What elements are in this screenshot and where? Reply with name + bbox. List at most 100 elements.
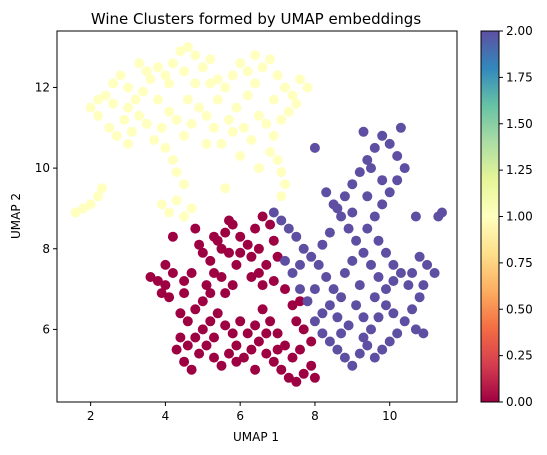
scatter-point-cluster-1 [187,119,197,129]
scatter-point-cluster-2 [366,163,376,173]
x-tick-label: 6 [236,409,244,423]
scatter-point-cluster-2 [430,268,440,278]
scatter-point-cluster-2 [321,187,331,197]
scatter-point-cluster-1 [273,70,283,80]
scatter-point-cluster-1 [291,99,301,109]
scatter-point-cluster-2 [291,232,301,242]
scatter-point-cluster-0 [288,353,298,363]
scatter-point-cluster-1 [112,131,122,141]
scatter-point-cluster-1 [164,208,174,218]
scatter-point-cluster-0 [243,328,253,338]
x-tick-label: 8 [311,409,319,423]
scatter-point-cluster-1 [153,95,163,105]
scatter-point-cluster-1 [172,195,182,205]
scatter-point-cluster-1 [119,115,129,125]
scatter-point-cluster-1 [258,62,268,72]
scatter-point-cluster-2 [344,224,354,234]
scatter-point-cluster-2 [332,312,342,322]
scatter-point-cluster-2 [351,300,361,310]
scatter-point-cluster-2 [359,333,369,343]
scatter-point-cluster-2 [362,191,372,201]
colorbar-tick-label: 0.75 [506,256,533,270]
scatter-point-cluster-1 [108,99,118,109]
scatter-point-cluster-2 [370,143,380,153]
y-tick-label: 12 [35,80,50,94]
y-axis: 6 8 10 12 [35,80,57,336]
scatter-point-cluster-1 [183,42,193,52]
scatter-point-cluster-0 [273,345,283,355]
scatter-point-cluster-1 [179,131,189,141]
scatter-point-cluster-1 [86,103,96,113]
scatter-point-cluster-0 [205,256,215,266]
scatter-point-cluster-2 [388,260,398,270]
scatter-point-cluster-2 [314,260,324,270]
scatter-point-cluster-0 [202,280,212,290]
scatter-point-cluster-2 [347,361,357,371]
scatter-point-cluster-1 [108,78,118,88]
scatter-point-cluster-2 [385,139,395,149]
scatter-point-cluster-2 [366,324,376,334]
scatter-point-cluster-2 [355,280,365,290]
scatter-point-cluster-2 [374,312,384,322]
scatter-point-cluster-2 [392,328,402,338]
scatter-point-cluster-2 [392,151,402,161]
scatter-point-cluster-0 [190,333,200,343]
scatter-point-cluster-1 [157,199,167,209]
scatter-point-cluster-0 [299,324,309,334]
scatter-point-cluster-2 [411,212,421,222]
scatter-point-cluster-2 [355,167,365,177]
scatter-point-cluster-2 [310,284,320,294]
scatter-point-cluster-2 [377,131,387,141]
scatter-point-cluster-0 [187,268,197,278]
scatter-point-cluster-0 [190,224,200,234]
scatter-point-cluster-0 [291,377,301,387]
colorbar-tick-label: 0.00 [506,395,533,409]
colorbar-tick-label: 2.00 [506,24,533,38]
scatter-point-cluster-1 [265,147,275,157]
scatter-point-cluster-0 [220,228,230,238]
scatter-point-cluster-1 [213,95,223,105]
scatter-point-cluster-1 [142,119,152,129]
colorbar-tick-label: 1.50 [506,117,533,131]
scatter-point-cluster-2 [347,256,357,266]
scatter-point-cluster-1 [190,50,200,60]
scatter-point-cluster-1 [254,111,264,121]
scatter-point-cluster-1 [231,103,241,113]
scatter-point-cluster-1 [228,70,238,80]
colorbar-tick-label: 1.25 [506,163,533,177]
scatter-point-cluster-1 [168,155,178,165]
scatter-point-cluster-1 [209,123,219,133]
scatter-point-cluster-2 [388,276,398,286]
scatter-point-cluster-0 [269,236,279,246]
scatter-point-cluster-1 [164,78,174,88]
scatter-point-cluster-0 [228,280,238,290]
colorbar [481,31,499,402]
scatter-point-cluster-2 [325,337,335,347]
scatter-point-cluster-1 [243,91,253,101]
scatter-point-cluster-1 [265,54,275,64]
scatter-point-cluster-2 [370,353,380,363]
scatter-point-cluster-2 [325,228,335,238]
scatter-point-cluster-0 [224,349,234,359]
scatter-point-cluster-0 [183,341,193,351]
scatter-point-cluster-0 [254,244,264,254]
scatter-point-cluster-2 [325,300,335,310]
scatter-point-cluster-2 [344,320,354,330]
scatter-point-cluster-2 [362,224,372,234]
scatter-point-cluster-2 [317,308,327,318]
scatter-point-cluster-1 [228,127,238,137]
scatter-point-cluster-2 [407,304,417,314]
scatter-point-cluster-1 [97,183,107,193]
scatter-point-cluster-1 [160,143,170,153]
scatter-point-cluster-2 [403,280,413,290]
scatter-point-cluster-1 [194,103,204,113]
scatter-point-cluster-2 [310,316,320,326]
scatter-point-cluster-1 [172,167,182,177]
scatter-point-cluster-1 [198,62,208,72]
scatter-point-cluster-0 [168,268,178,278]
scatter-point-cluster-2 [336,292,346,302]
scatter-point-cluster-0 [269,276,279,286]
scatter-point-cluster-0 [187,365,197,375]
scatter-point-cluster-0 [243,240,253,250]
